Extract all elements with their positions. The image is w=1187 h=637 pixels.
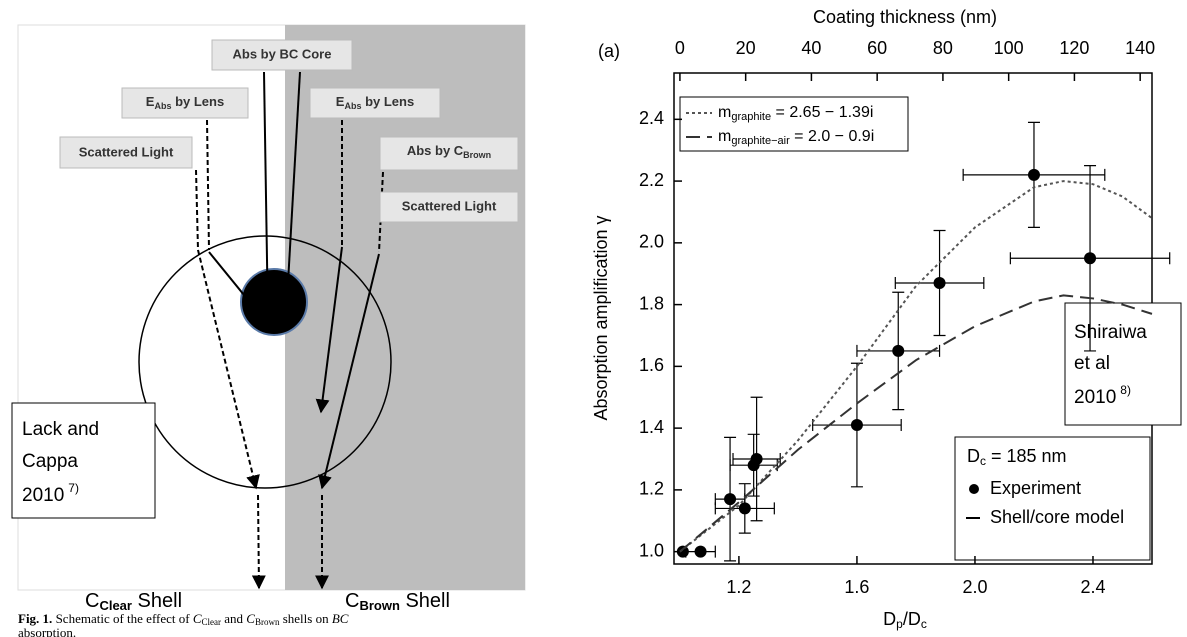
y-tick-label: 2.0 [639,232,664,252]
x-tick-label: 1.2 [726,577,751,597]
legend-label: Experiment [990,478,1081,498]
x2-tick-label: 140 [1125,38,1155,58]
y-tick-label: 2.4 [639,108,664,128]
x-tick-label: 2.0 [962,577,987,597]
model-curve [679,180,1153,553]
diagram: Abs by BC Core EAbs by Lens EAbs by Lens… [11,24,526,637]
data-point [933,276,946,289]
shell-label: CBrown Shell [345,590,450,613]
x2-tick-label: 40 [801,38,821,58]
x-tick-label: 1.6 [844,577,869,597]
label-box [121,87,249,119]
legend [954,436,1151,561]
model-curve [679,294,1153,553]
y-tick-label: 2.2 [639,170,664,190]
x2-tick-label: 80 [933,38,953,58]
label-box [379,191,519,223]
label-box [59,136,193,169]
data-point [1027,168,1040,181]
caption: absorption. [18,625,76,637]
citation: Cappa [22,451,78,472]
citation: Lack and [22,419,99,440]
data-point [1084,252,1097,265]
x-axis-title: Dp/Dc [883,609,927,631]
x2-axis-title: Coating thickness (nm) [813,7,997,27]
label: Abs by CBrown [407,143,491,160]
caption: Fig. 1. Schematic of the effect of CClea… [18,611,349,627]
label: EAbs by Lens [336,94,414,111]
legend-label: Shell/core model [990,507,1124,527]
citation: 2010 7) [22,481,79,506]
y-axis-title: Absorption amplification γ [591,215,611,420]
y-tick-label: 1.0 [639,540,664,560]
brown-half [285,25,525,590]
legend-label: mgraphite−air = 2.0 − 0.9i [718,128,874,147]
x2-tick-label: 60 [867,38,887,58]
citation: 2010 8) [1074,383,1131,408]
y-tick-label: 1.8 [639,293,664,313]
legend-label: mgraphite = 2.65 − 1.39i [718,104,873,123]
citation: et al [1074,353,1110,374]
x2-tick-label: 0 [675,38,685,58]
x2-tick-label: 20 [736,38,756,58]
shell-label: CClear Shell [85,590,182,613]
x-tick-label: 2.4 [1080,577,1105,597]
y-tick-label: 1.6 [639,355,664,375]
citation: Shiraiwa [1074,322,1147,343]
y-tick-label: 1.4 [639,417,664,437]
data-point [694,545,707,558]
label: EAbs by Lens [146,94,224,111]
data-point [724,493,737,506]
chart: Coating thickness (nm) (a) Absorption am… [591,7,1182,631]
x2-tick-label: 120 [1059,38,1089,58]
legend-label: Dc = 185 nm [967,446,1067,468]
shell-circle [138,235,392,489]
data-point [892,344,905,357]
label: Abs by BC Core [233,46,332,61]
label-box [379,136,519,171]
label-box [211,39,353,71]
legend [679,96,909,152]
data-point [738,502,751,515]
panel-label: (a) [598,41,620,61]
label: Scattered Light [402,198,497,213]
citation-box [11,402,156,519]
legend-marker [969,484,979,494]
label: Scattered Light [79,144,174,159]
x2-tick-label: 100 [994,38,1024,58]
data-point [750,453,763,466]
label-box [309,87,441,119]
y-tick-label: 1.2 [639,479,664,499]
citation-box [1064,302,1182,426]
data-point [850,419,863,432]
